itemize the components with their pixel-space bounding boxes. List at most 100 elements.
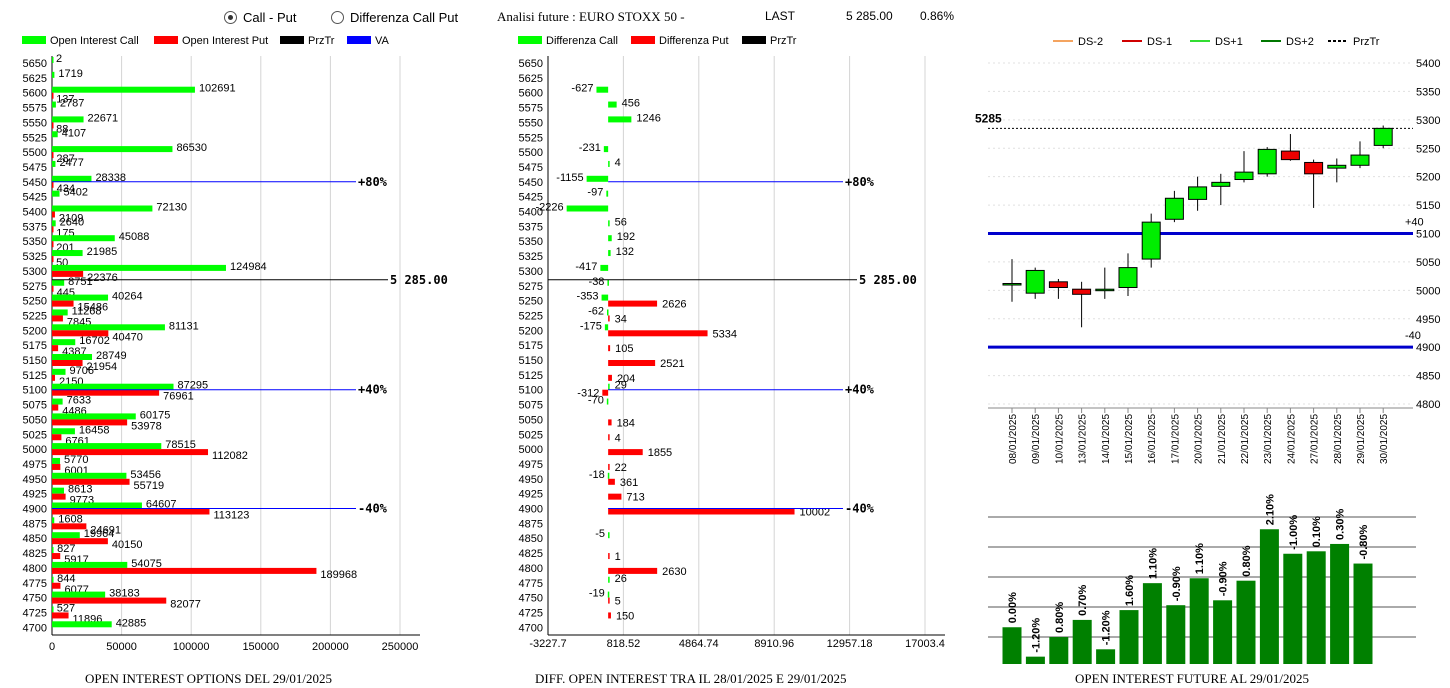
diff-put-bar [608, 434, 610, 441]
diff-call-bar [608, 383, 610, 390]
diff-call-value-label: -97 [587, 187, 603, 199]
strike-label: 5150 [519, 355, 543, 367]
strike-label: 4950 [23, 474, 47, 486]
call-bar [52, 487, 64, 494]
strike-label: 4800 [23, 563, 47, 575]
call-bar [52, 591, 106, 598]
x-tick-label: 8910.96 [754, 638, 794, 650]
put-value-label: 55719 [134, 480, 165, 492]
diff-put-bar [608, 597, 610, 604]
put-value-label: 434 [57, 183, 75, 195]
call-bar [52, 101, 56, 108]
call-bar [52, 71, 55, 78]
price-marker-label: 5285 [975, 111, 1002, 125]
put-value-label: 113123 [213, 510, 249, 522]
radio-differenza[interactable]: Differenza Call Put [331, 10, 458, 25]
y-tick-label: 4950 [1416, 314, 1440, 326]
diff-call-bar [608, 250, 611, 257]
put-bar [52, 345, 59, 352]
candle-body [1211, 181, 1231, 187]
strike-label: 5300 [519, 266, 543, 278]
diff-call-bar [608, 235, 612, 242]
price-line-label: 5 285.00 [390, 273, 448, 287]
diff-call-value-label: -175 [580, 320, 602, 332]
diff-call-value-label: -70 [588, 395, 604, 407]
x-tick-label: 30/01/2025 [1379, 414, 1390, 464]
y-tick-label: 5000 [1416, 285, 1440, 297]
x-tick-label: 22/01/2025 [1240, 414, 1251, 464]
candle-body [1280, 150, 1300, 161]
future-bar [1330, 543, 1350, 664]
call-bar [52, 368, 66, 375]
y-tick-label: 5150 [1416, 200, 1440, 212]
put-value-label: 53978 [131, 420, 162, 432]
strike-label: 5050 [519, 414, 543, 426]
call-bar [52, 339, 76, 346]
strike-label: 5450 [23, 177, 47, 189]
x-tick-label: 13/01/2025 [1078, 414, 1089, 464]
candle-body [1095, 288, 1115, 292]
put-bar [52, 300, 74, 307]
diff-call-bar [607, 279, 609, 286]
legend-swatch [742, 36, 766, 44]
put-value-label: 2109 [59, 213, 83, 225]
y-tick-label: 5100 [1416, 229, 1440, 241]
diff-put-value-label: 34 [615, 313, 627, 325]
future-bar-label: 0.80% [1241, 545, 1253, 576]
legend-label: DS-2 [1078, 36, 1103, 48]
put-bar [52, 285, 54, 292]
diff-call-value-label: -38 [589, 276, 605, 288]
strike-label: 4950 [519, 474, 543, 486]
diff-call-value-label: -2226 [536, 202, 564, 214]
call-bar [52, 264, 226, 271]
x-tick-label: 29/01/2025 [1356, 414, 1367, 464]
future-bar-label: 0.00% [1007, 592, 1019, 623]
put-bar [52, 315, 63, 322]
diff-call-value-label: 192 [617, 231, 635, 243]
call-value-label: 2640 [60, 216, 84, 228]
call-bar [52, 398, 63, 405]
strike-label: 5475 [519, 162, 543, 174]
strike-label: 4875 [519, 518, 543, 530]
x-tick-label: 20/01/2025 [1194, 414, 1205, 464]
radio-unchecked-icon [331, 11, 344, 24]
call-bar [52, 235, 115, 242]
x-tick-label: 17003.4 [905, 638, 945, 650]
diff-call-value-label: -627 [571, 83, 593, 95]
diff-put-bar [608, 508, 795, 515]
call-bar [52, 279, 65, 286]
strike-label: 5575 [23, 103, 47, 115]
caption-right: OPEN INTEREST FUTURE AL 29/01/2025 [1075, 671, 1310, 686]
diff-put-bar [608, 374, 612, 381]
strike-label: 5550 [23, 117, 47, 129]
put-bar [52, 478, 130, 485]
call-bar [52, 250, 83, 257]
candle-body [1025, 269, 1045, 294]
put-bar [52, 419, 128, 426]
candle-body [1350, 154, 1370, 166]
diff-put-value-label: 5334 [713, 328, 737, 340]
put-value-label: 82077 [170, 599, 201, 611]
x-tick-label: 23/01/2025 [1263, 414, 1274, 464]
strike-label: 5175 [519, 340, 543, 352]
strike-label: 4925 [519, 489, 543, 501]
x-tick-label: 4864.74 [679, 638, 719, 650]
radio-call-put[interactable]: Call - Put [224, 10, 296, 25]
call-value-label: 11268 [72, 305, 102, 317]
call-value-label: 19964 [84, 528, 115, 540]
future-bar-label: 2.10% [1264, 494, 1276, 525]
diff-call-value-label: -19 [589, 588, 605, 600]
call-value-label: 87295 [178, 380, 209, 392]
diff-call-value-label: -1155 [556, 172, 583, 184]
call-value-label: 38183 [109, 588, 140, 600]
diff-put-value-label: 361 [620, 477, 638, 489]
future-bar-label: -1.20% [1101, 610, 1113, 645]
call-bar [52, 86, 195, 93]
legend-label: Open Interest Put [182, 35, 268, 47]
put-bar [52, 553, 61, 560]
put-value-label: 21954 [87, 361, 118, 373]
call-value-label: 42885 [116, 617, 147, 629]
call-bar [52, 383, 174, 390]
put-bar [52, 508, 210, 515]
call-value-label: 28749 [96, 350, 127, 362]
